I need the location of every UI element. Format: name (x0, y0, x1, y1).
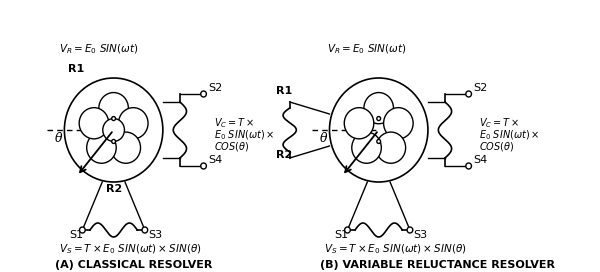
Circle shape (364, 92, 394, 124)
Circle shape (119, 108, 148, 139)
Text: (B) VARIABLE RELUCTANCE RESOLVER: (B) VARIABLE RELUCTANCE RESOLVER (320, 260, 555, 270)
Circle shape (112, 140, 116, 143)
Text: $V_C = T \times$: $V_C = T \times$ (479, 116, 520, 130)
Text: $V_S = T \times E_0\ SIN(\omega t) \times SIN(\theta)$: $V_S = T \times E_0\ SIN(\omega t) \time… (324, 242, 466, 256)
Circle shape (352, 132, 382, 163)
Text: θ: θ (320, 132, 328, 145)
Text: $E_0\ SIN(\omega t) \times$: $E_0\ SIN(\omega t) \times$ (479, 128, 540, 142)
Text: $COS(\theta)$: $COS(\theta)$ (214, 140, 250, 153)
Circle shape (466, 163, 472, 169)
Text: S4: S4 (208, 155, 223, 165)
Text: S2: S2 (473, 83, 488, 93)
Circle shape (377, 140, 380, 143)
Circle shape (383, 108, 413, 139)
Text: S1: S1 (334, 230, 349, 240)
Circle shape (112, 117, 116, 120)
Text: $V_R = E_0\ SIN(\omega t)$: $V_R = E_0\ SIN(\omega t)$ (59, 42, 138, 56)
Circle shape (80, 227, 85, 233)
Text: S3: S3 (414, 230, 428, 240)
Circle shape (344, 227, 350, 233)
Text: S2: S2 (208, 83, 223, 93)
Circle shape (344, 108, 374, 139)
Text: (A) CLASSICAL RESOLVER: (A) CLASSICAL RESOLVER (55, 260, 212, 270)
Text: θ: θ (55, 132, 62, 145)
Circle shape (376, 132, 406, 163)
Text: R1: R1 (277, 86, 293, 96)
Circle shape (99, 92, 128, 124)
Circle shape (103, 119, 124, 141)
Text: $E_0\ SIN(\omega t) \times$: $E_0\ SIN(\omega t) \times$ (214, 128, 275, 142)
Circle shape (142, 227, 148, 233)
Text: S3: S3 (149, 230, 163, 240)
Circle shape (377, 117, 380, 120)
Circle shape (201, 91, 206, 97)
Text: S1: S1 (69, 230, 83, 240)
Text: $V_R = E_0\ SIN(\omega t)$: $V_R = E_0\ SIN(\omega t)$ (326, 42, 406, 56)
Text: R2: R2 (106, 184, 122, 194)
Text: $V_C = T \times$: $V_C = T \times$ (214, 116, 254, 130)
Text: R1: R1 (68, 64, 85, 74)
Text: $COS(\theta)$: $COS(\theta)$ (479, 140, 514, 153)
Text: R2: R2 (277, 150, 293, 160)
Circle shape (201, 163, 206, 169)
Circle shape (111, 132, 140, 163)
Circle shape (86, 132, 116, 163)
Circle shape (466, 91, 472, 97)
Circle shape (79, 108, 109, 139)
Circle shape (407, 227, 413, 233)
Text: $V_S = T \times E_0\ SIN(\omega t) \times SIN(\theta)$: $V_S = T \times E_0\ SIN(\omega t) \time… (59, 242, 201, 256)
Text: S4: S4 (473, 155, 488, 165)
